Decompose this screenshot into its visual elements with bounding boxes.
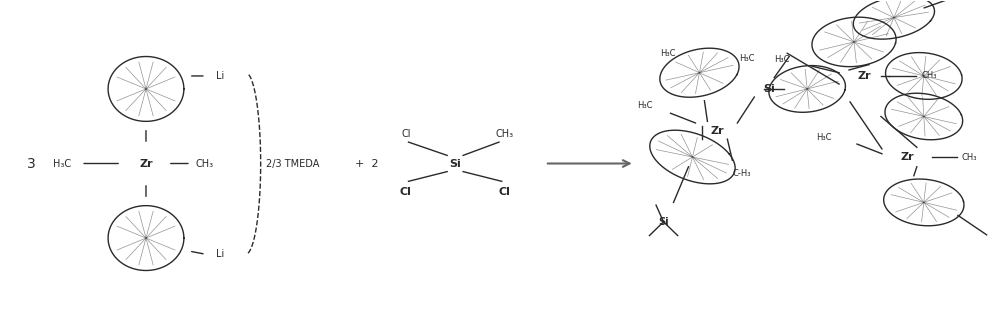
Text: +  2: + 2: [355, 159, 379, 168]
Text: 2/3 TMEDA: 2/3 TMEDA: [266, 159, 319, 168]
Text: Cl: Cl: [499, 187, 510, 197]
Text: H₃C: H₃C: [637, 101, 653, 110]
Text: Zr: Zr: [900, 152, 914, 162]
Text: Zr: Zr: [139, 159, 153, 168]
Text: CH₃: CH₃: [196, 159, 214, 168]
Text: H₃C: H₃C: [53, 159, 71, 168]
Text: CH₃: CH₃: [962, 152, 977, 162]
Text: H₃C: H₃C: [774, 55, 789, 64]
Text: CH₃: CH₃: [922, 72, 937, 80]
Text: Li: Li: [216, 71, 224, 81]
Text: CH₃: CH₃: [495, 129, 514, 139]
Text: Si: Si: [658, 217, 669, 227]
Text: Zr: Zr: [711, 126, 724, 136]
Text: H₃C: H₃C: [740, 54, 755, 63]
Text: Si: Si: [763, 84, 775, 94]
Text: Li: Li: [216, 249, 224, 259]
Text: H₃C: H₃C: [660, 49, 675, 58]
Text: Cl: Cl: [401, 129, 411, 139]
Text: Si: Si: [449, 159, 461, 168]
Text: H₃C: H₃C: [817, 133, 832, 142]
Text: 3: 3: [27, 157, 36, 170]
Text: C-H₃: C-H₃: [732, 169, 751, 178]
Text: Zr: Zr: [857, 71, 871, 81]
Text: Cl: Cl: [400, 187, 412, 197]
